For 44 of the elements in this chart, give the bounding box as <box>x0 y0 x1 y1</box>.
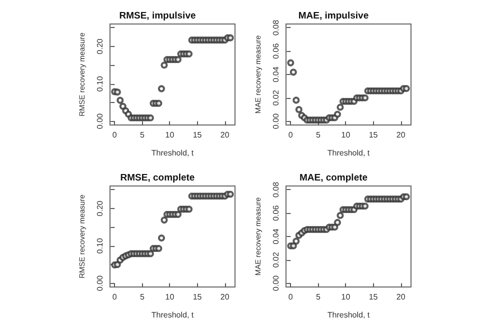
x-tick-label: 15 <box>192 292 202 302</box>
x-tick-label: 0 <box>288 130 294 140</box>
x-axis-title: Threshold, t <box>151 148 194 158</box>
x-tick-label: 20 <box>396 130 406 140</box>
chart-title: MAE, complete <box>299 172 368 184</box>
x-tick-label: 0 <box>288 292 294 302</box>
y-tick-label: 0.02 <box>272 90 280 106</box>
x-axis-title: Threshold, t <box>151 310 194 320</box>
x-tick-label: 10 <box>341 130 351 140</box>
x-tick-label: 10 <box>165 130 175 140</box>
x-axis-title: Threshold, t <box>327 148 370 158</box>
y-tick-label: 0.00 <box>96 112 104 130</box>
y-tick-label: 0.00 <box>272 112 280 130</box>
x-tick-label: 10 <box>165 292 175 302</box>
y-tick-label: 0.06 <box>272 42 280 59</box>
x-tick-label: 5 <box>140 292 145 302</box>
y-tick-label: 0.08 <box>272 181 280 198</box>
x-tick-label: 5 <box>140 130 145 140</box>
x-tick-label: 15 <box>368 130 378 140</box>
y-tick-label: 0.10 <box>96 238 104 254</box>
y-tick-label: 0.20 <box>96 200 104 216</box>
y-tick-label: 0.04 <box>272 66 280 82</box>
x-tick-label: 15 <box>368 292 378 302</box>
y-tick-label: 0.02 <box>272 252 280 268</box>
x-tick-label: 0 <box>112 292 118 302</box>
x-tick-label: 20 <box>220 292 230 302</box>
chart-title: MAE, impulsive <box>298 10 369 22</box>
chart-title: RMSE, complete <box>120 172 195 184</box>
x-tick-label: 5 <box>316 292 321 302</box>
y-tick-label: 0.06 <box>272 204 280 221</box>
y-tick-label: 0.08 <box>272 19 280 36</box>
x-tick-label: 15 <box>192 130 202 140</box>
x-tick-label: 0 <box>112 130 118 140</box>
x-tick-label: 5 <box>316 130 321 140</box>
x-tick-label: 20 <box>220 130 230 140</box>
x-tick-label: 10 <box>341 292 351 302</box>
x-tick-label: 20 <box>396 292 406 302</box>
chart-title: RMSE, impulsive <box>119 10 196 22</box>
x-axis-title: Threshold, t <box>327 310 370 320</box>
y-tick-label: 0.20 <box>96 38 104 54</box>
y-tick-label: 0.00 <box>96 274 104 292</box>
y-tick-label: 0.10 <box>96 76 104 92</box>
y-tick-label: 0.00 <box>272 274 280 292</box>
y-tick-label: 0.04 <box>272 228 280 244</box>
